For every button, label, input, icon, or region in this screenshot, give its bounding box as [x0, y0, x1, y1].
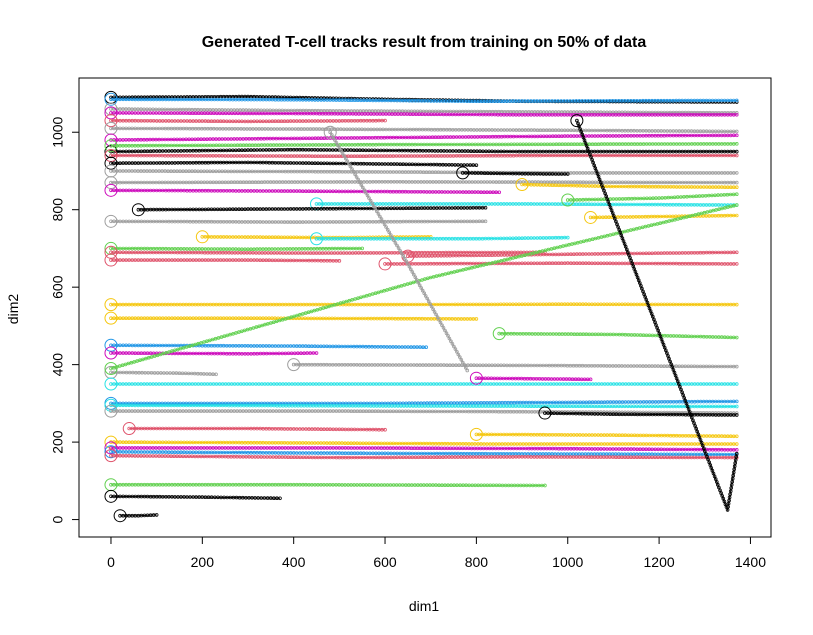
track-36 — [104, 377, 739, 391]
track-8 — [104, 145, 739, 159]
track-point — [734, 100, 739, 104]
track-line — [111, 317, 477, 320]
track-15 — [515, 178, 739, 192]
track-30 — [104, 311, 479, 325]
track-6 — [104, 121, 739, 135]
track-20 — [104, 214, 488, 228]
tracks-layer — [104, 90, 739, 523]
x-axis-label: dim1 — [409, 598, 440, 614]
track-point — [734, 98, 739, 103]
track-16 — [104, 183, 502, 197]
track-line — [110, 98, 737, 102]
track-32 — [104, 338, 428, 352]
track-start-marker — [104, 92, 118, 106]
track-9 — [104, 139, 739, 153]
track-29 — [104, 298, 739, 312]
track-point — [734, 133, 739, 138]
track-33 — [104, 346, 319, 360]
track-1 — [104, 90, 739, 104]
track-line — [110, 134, 737, 141]
track-4 — [104, 106, 739, 120]
track-35 — [104, 365, 218, 379]
y-axis-label: dim2 — [5, 294, 21, 325]
track-28 — [378, 257, 739, 271]
track-12 — [104, 164, 739, 178]
track-27 — [104, 253, 342, 267]
track-2 — [104, 92, 739, 106]
track-line — [110, 181, 737, 184]
track-22 — [195, 230, 433, 244]
track-point — [734, 112, 739, 117]
chart-title: Generated T-cell tracks result from trai… — [202, 34, 647, 51]
track-line — [110, 352, 317, 355]
track-point — [734, 129, 739, 134]
track-point — [734, 111, 739, 115]
track-line — [110, 108, 737, 114]
track-11 — [104, 156, 479, 170]
track-line — [110, 120, 386, 122]
track-21 — [584, 210, 739, 224]
track-point — [734, 149, 739, 154]
track-point — [383, 118, 387, 123]
track-31 — [492, 327, 739, 341]
track-5 — [104, 114, 387, 128]
track-23 — [310, 232, 570, 246]
track-7 — [104, 133, 739, 147]
track-line — [110, 155, 737, 157]
track-26 — [401, 249, 739, 263]
